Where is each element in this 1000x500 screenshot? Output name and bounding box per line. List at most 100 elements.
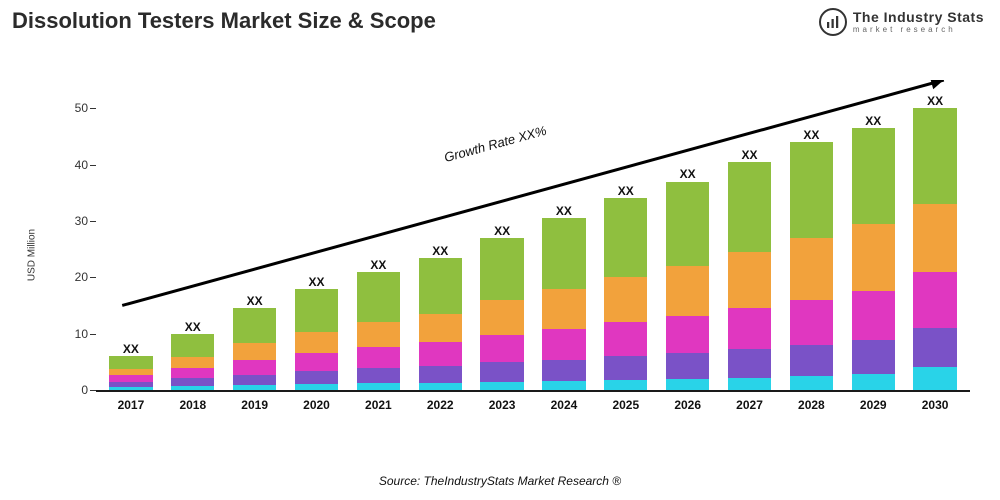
bar-segment-purple [604, 356, 647, 380]
bar-value-label: XX [185, 320, 201, 334]
bar-segment-magenta [171, 368, 214, 378]
x-tick-label: 2025 [595, 398, 657, 412]
bar-value-label: XX [556, 204, 572, 218]
bar-slot: XX [224, 80, 286, 390]
bar-slot: XX [657, 80, 719, 390]
bar-slot: XX [780, 80, 842, 390]
bar-segment-cyan [357, 383, 400, 390]
stacked-bar [233, 308, 276, 390]
bar-segment-purple [542, 360, 585, 381]
bar-segment-orange [542, 289, 585, 330]
bar-segment-purple [233, 375, 276, 385]
bar-segment-magenta [357, 347, 400, 368]
bar-segment-purple [728, 349, 771, 377]
bar-slot: XX [409, 80, 471, 390]
bar-segment-purple [913, 328, 956, 367]
bar-segment-orange [852, 224, 895, 292]
bar-segment-purple [171, 378, 214, 385]
bar-segment-purple [852, 340, 895, 374]
brand-text: The Industry Stats market research [853, 10, 984, 34]
bar-segment-purple [357, 368, 400, 383]
bar-value-label: XX [432, 244, 448, 258]
bar-segment-cyan [728, 378, 771, 390]
x-tick-label: 2020 [286, 398, 348, 412]
y-tick-label: 10 [75, 327, 88, 341]
stacked-bar [295, 289, 338, 390]
stacked-bar [728, 162, 771, 390]
bar-slot: XX [162, 80, 224, 390]
bar-segment-magenta [109, 375, 152, 382]
bar-segment-purple [666, 353, 709, 379]
x-tick-label: 2027 [719, 398, 781, 412]
bar-slot: XX [471, 80, 533, 390]
bar-segment-green [109, 356, 152, 369]
bar-segment-magenta [233, 360, 276, 375]
bar-segment-orange [790, 238, 833, 300]
y-tick-label: 30 [75, 214, 88, 228]
page-root: Dissolution Testers Market Size & Scope … [0, 0, 1000, 500]
brand-name: The Industry Stats [853, 10, 984, 24]
bar-segment-green [171, 334, 214, 357]
gear-chart-icon [819, 8, 847, 36]
bar-segment-green [728, 162, 771, 252]
bar-segment-orange [728, 252, 771, 308]
bar-segment-magenta [913, 272, 956, 328]
bar-value-label: XX [308, 275, 324, 289]
chart-title: Dissolution Testers Market Size & Scope [12, 8, 436, 34]
bar-value-label: XX [618, 184, 634, 198]
bar-segment-orange [604, 277, 647, 322]
bar-segment-cyan [852, 374, 895, 390]
y-tick [90, 108, 96, 109]
x-tick-label: 2028 [780, 398, 842, 412]
market-chart: USD Million XXXXXXXXXXXXXXXXXXXXXXXXXXXX… [60, 80, 980, 430]
bar-segment-cyan [790, 376, 833, 390]
bar-slot: XX [595, 80, 657, 390]
bar-slot: XX [533, 80, 595, 390]
y-tick [90, 334, 96, 335]
bar-segment-orange [357, 322, 400, 347]
y-tick [90, 165, 96, 166]
y-axis-label: USD Million [27, 229, 38, 281]
bar-segment-orange [171, 357, 214, 368]
bar-value-label: XX [494, 224, 510, 238]
bar-value-label: XX [370, 258, 386, 272]
bar-slot: XX [100, 80, 162, 390]
bars-container: XXXXXXXXXXXXXXXXXXXXXXXXXXXX [96, 80, 970, 390]
bar-segment-green [790, 142, 833, 238]
bar-segment-purple [295, 371, 338, 384]
bar-segment-magenta [728, 308, 771, 349]
bar-segment-cyan [419, 383, 462, 390]
x-tick-label: 2030 [904, 398, 966, 412]
bar-segment-green [542, 218, 585, 288]
y-tick [90, 221, 96, 222]
bar-segment-cyan [480, 382, 523, 390]
x-tick-label: 2026 [657, 398, 719, 412]
bar-segment-cyan [542, 381, 585, 390]
bar-segment-green [852, 128, 895, 224]
bar-segment-orange [295, 332, 338, 353]
bar-segment-magenta [604, 322, 647, 356]
bar-segment-purple [790, 345, 833, 376]
y-tick-label: 40 [75, 158, 88, 172]
bar-segment-green [913, 108, 956, 204]
bar-segment-orange [913, 204, 956, 272]
bar-segment-cyan [913, 367, 956, 390]
bar-segment-magenta [790, 300, 833, 345]
x-tick-label: 2017 [100, 398, 162, 412]
bar-segment-green [357, 272, 400, 323]
bar-segment-magenta [666, 316, 709, 353]
stacked-bar [913, 108, 956, 390]
x-tick-label: 2022 [409, 398, 471, 412]
bar-segment-magenta [480, 335, 523, 362]
source-caption: Source: TheIndustryStats Market Research… [0, 474, 1000, 488]
bar-segment-magenta [419, 342, 462, 366]
bar-value-label: XX [742, 148, 758, 162]
bar-value-label: XX [247, 294, 263, 308]
bar-segment-green [295, 289, 338, 332]
x-axis-baseline [96, 390, 970, 392]
bar-slot: XX [719, 80, 781, 390]
y-tick-label: 0 [81, 383, 88, 397]
bar-segment-orange [233, 343, 276, 360]
stacked-bar [604, 198, 647, 390]
bar-segment-cyan [604, 380, 647, 390]
